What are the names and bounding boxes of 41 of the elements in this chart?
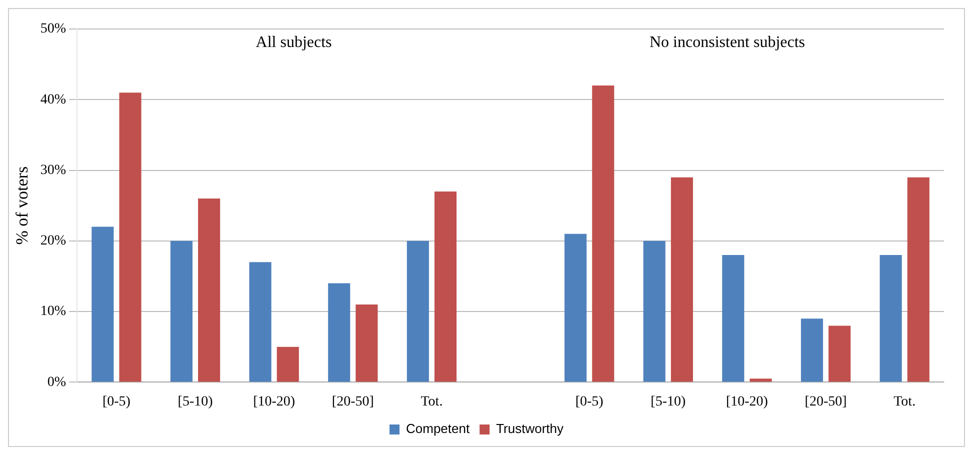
- y-tick-label: 0%: [47, 374, 66, 390]
- bar: [328, 283, 350, 382]
- legend-label: Competent: [406, 421, 470, 436]
- bar: [643, 240, 666, 382]
- x-tick-label: Tot.: [420, 394, 443, 410]
- bar: [800, 318, 824, 382]
- y-tick-label: 20%: [40, 234, 66, 249]
- legend-label: Trustworthy: [496, 421, 564, 436]
- bar: [170, 240, 193, 382]
- x-tick-label: [0-5): [102, 394, 131, 410]
- bar: [356, 304, 378, 382]
- x-tick-label: Tot.: [894, 394, 916, 410]
- y-axis-title: % of voters: [12, 166, 32, 245]
- annotation: All subjects: [256, 34, 332, 52]
- bar: [406, 240, 429, 382]
- x-tick-label: [5-10): [650, 394, 686, 410]
- x-tick-label: [20-50]: [332, 394, 374, 410]
- x-tick-label: [0-5): [575, 394, 604, 410]
- y-tick-label: 40%: [40, 92, 66, 108]
- bar: [722, 255, 744, 382]
- bar: [249, 262, 272, 382]
- bar: [670, 177, 693, 382]
- bar: [92, 226, 114, 382]
- bar: [592, 86, 614, 382]
- x-tick-label: [20-50]: [804, 394, 847, 410]
- y-tick-label: 10%: [40, 304, 66, 320]
- bar: [750, 378, 772, 382]
- bar: [198, 198, 220, 382]
- y-tick-label: 30%: [40, 162, 66, 178]
- bar: [880, 255, 902, 382]
- bar: [564, 234, 587, 382]
- bar: [119, 92, 142, 382]
- x-tick-label: [10-20): [253, 394, 296, 410]
- bar: [907, 177, 930, 382]
- annotation: No inconsistent subjects: [649, 34, 806, 52]
- x-tick-label: [5-10): [178, 394, 214, 410]
- bar: [276, 346, 299, 382]
- bar: [434, 191, 457, 382]
- x-tick-label: [10-20): [726, 394, 768, 410]
- bar: [828, 326, 851, 382]
- y-tick-label: 50%: [40, 22, 66, 37]
